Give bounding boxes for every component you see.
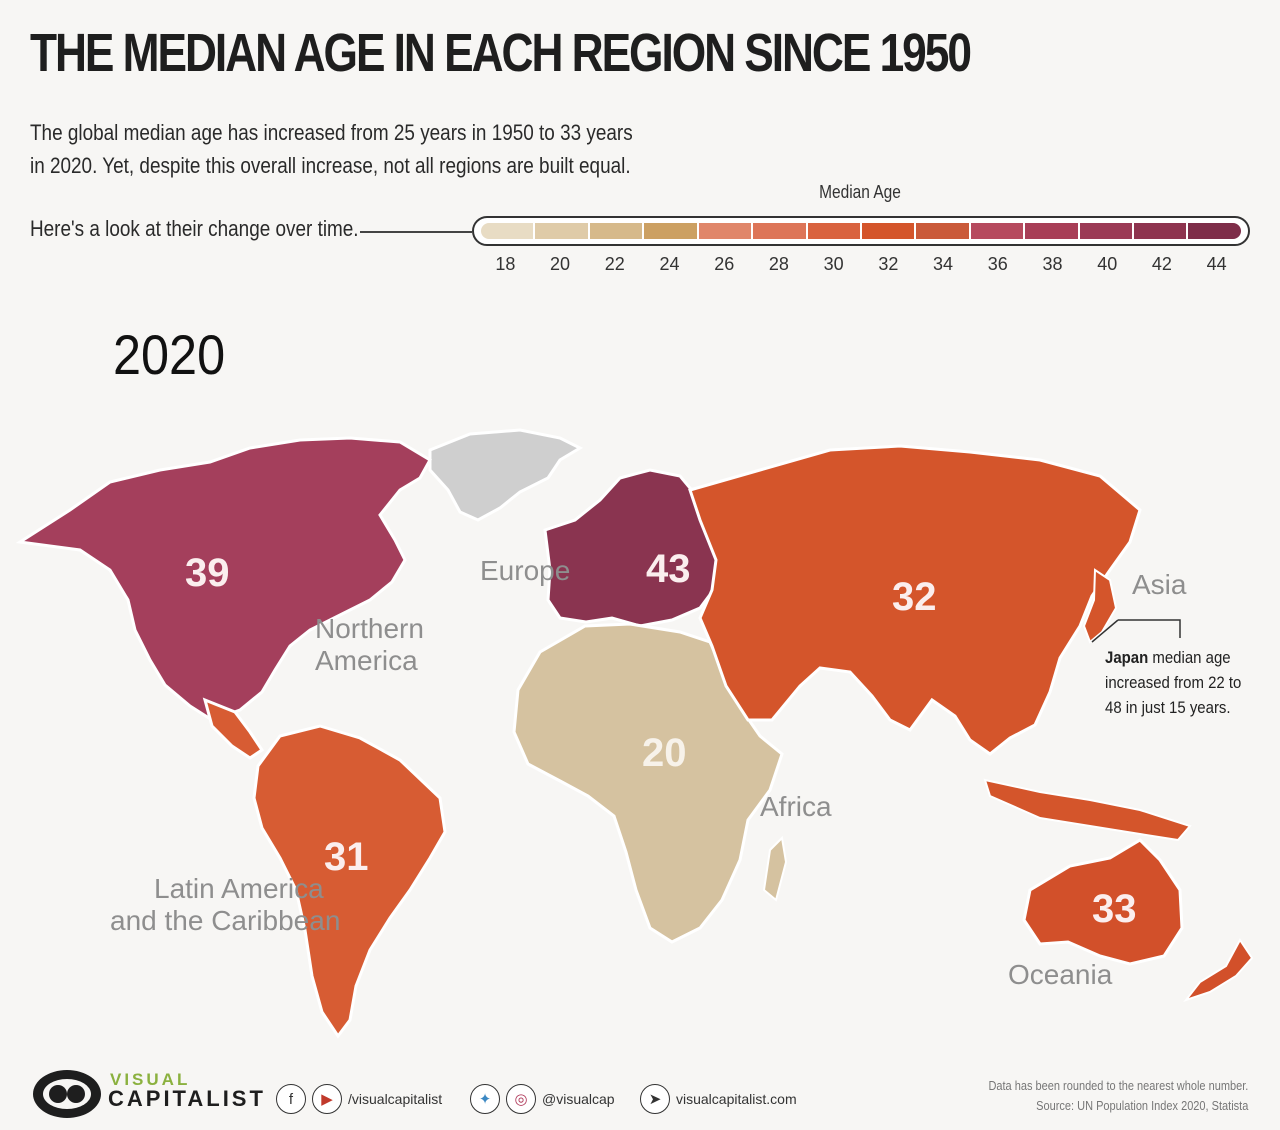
legend-tick-label: 40: [1097, 254, 1118, 274]
legend-swatches: [481, 223, 1241, 239]
twitter-icon[interactable]: ✦: [470, 1084, 500, 1114]
label-northern-america-line1: Northern: [315, 613, 424, 644]
japan-annotation-line1: median age: [1148, 648, 1231, 667]
legend-swatch: [535, 223, 588, 239]
label-africa: Africa: [760, 791, 832, 822]
legend-tick-label: 30: [823, 254, 844, 274]
japan-annotation-bold: Japan: [1105, 648, 1149, 667]
central-america-shape: [202, 697, 265, 760]
legend-color-bar: [472, 216, 1250, 246]
cursor-icon[interactable]: ➤: [640, 1084, 670, 1114]
madagascar-shape: [762, 835, 788, 902]
value-northern-america: 39: [185, 551, 230, 595]
japan-annotation-line3: 48 in just 15 years.: [1105, 698, 1231, 717]
asia-shape: [688, 444, 1142, 756]
legend-tick-label: 18: [495, 254, 516, 274]
legend-tick-label: 36: [987, 254, 1008, 274]
label-latin-america-line1: Latin America: [154, 873, 324, 904]
legend-tick-label: 44: [1206, 254, 1227, 274]
subtitle-line-1: The global median age has increased from…: [30, 120, 633, 145]
legend-tick-label: 42: [1151, 254, 1172, 274]
japan-annotation-line2: increased from 22 to: [1105, 673, 1242, 692]
legend-swatch: [1134, 223, 1187, 239]
visual-capitalist-logo-icon: [33, 1070, 101, 1118]
legend-tick-label: 22: [604, 254, 625, 274]
world-map: 39 43 32 20 31 33 Northern America Europ…: [15, 428, 1254, 1039]
legend-tick-label: 32: [878, 254, 899, 274]
brand-name-bottom: CAPITALIST: [108, 1086, 266, 1111]
value-europe: 43: [646, 547, 691, 591]
south-america-shape: [252, 724, 447, 1039]
social-link-2[interactable]: @visualcap: [542, 1091, 615, 1107]
greenland-shape: [428, 428, 584, 522]
legend-swatch: [1188, 223, 1241, 239]
legend-swatch: [916, 223, 969, 239]
brand-name-top: VISUAL: [110, 1070, 191, 1089]
website-group: ➤ visualcapitalist.com: [640, 1084, 797, 1114]
legend-swatch: [589, 223, 643, 239]
legend-swatch: [753, 223, 806, 239]
facebook-icon[interactable]: f: [276, 1084, 306, 1114]
label-asia: Asia: [1132, 569, 1187, 600]
australia-shape: [1022, 838, 1184, 966]
legend-swatch: [1079, 223, 1133, 239]
lead-text: Here's a look at their change over time.: [30, 216, 359, 241]
new-zealand-shape: [1183, 938, 1254, 1002]
legend-swatch: [1025, 223, 1078, 239]
legend-tick-label: 28: [768, 254, 789, 274]
label-latin-america-line2: and the Caribbean: [110, 905, 340, 936]
youtube-icon[interactable]: ▶: [312, 1084, 342, 1114]
label-northern-america-line2: America: [315, 645, 418, 676]
legend-tick-label: 34: [933, 254, 954, 274]
northern-america-shape: [15, 436, 433, 722]
subtitle: The global median age has increased from…: [30, 116, 649, 182]
legend-tick-label: 26: [714, 254, 735, 274]
source-note-line1: Data has been rounded to the nearest who…: [988, 1079, 1248, 1093]
instagram-icon[interactable]: ◎: [506, 1084, 536, 1114]
legend-swatch: [970, 223, 1024, 239]
value-oceania: 33: [1092, 887, 1137, 931]
footer: VISUAL CAPITALIST f ▶ /visualcapitalist …: [0, 1060, 1280, 1130]
se-asia-islands-shape: [983, 778, 1192, 842]
legend-ticks: 18 20 22 24 26 28 30 32 34 36 38 40 42 44: [478, 254, 1244, 278]
source-note: Data has been rounded to the nearest who…: [988, 1076, 1248, 1116]
legend-tick-label: 20: [550, 254, 571, 274]
map-year: 2020: [113, 323, 226, 386]
label-europe: Europe: [480, 555, 570, 586]
value-asia: 32: [892, 575, 937, 619]
legend-swatch: [861, 223, 915, 239]
social-group-2: ✦ ◎ @visualcap: [470, 1084, 615, 1114]
japan-annotation: Japan median age increased from 22 to 48…: [1105, 645, 1246, 720]
lead-connector: [360, 231, 472, 233]
legend-title: Median Age: [819, 182, 901, 202]
japan-shape: [1082, 568, 1118, 644]
source-note-line2: Source: UN Population Index 2020, Statis…: [1035, 1099, 1248, 1113]
legend-tick-label: 24: [659, 254, 680, 274]
japan-annotation-leader: [1091, 619, 1181, 643]
value-africa: 20: [642, 731, 687, 775]
legend-swatch: [698, 223, 752, 239]
legend-tick-label: 38: [1042, 254, 1063, 274]
subtitle-line-2: in 2020. Yet, despite this overall incre…: [30, 153, 631, 178]
legend-swatch: [644, 223, 697, 239]
social-link-1[interactable]: /visualcapitalist: [348, 1091, 443, 1107]
social-group-1: f ▶ /visualcapitalist: [276, 1084, 442, 1114]
website-link[interactable]: visualcapitalist.com: [676, 1091, 797, 1107]
value-latin-america: 31: [324, 835, 369, 879]
page-title: THE MEDIAN AGE IN EACH REGION SINCE 1950: [30, 23, 972, 83]
legend-swatch: [807, 223, 860, 239]
label-oceania: Oceania: [1008, 959, 1113, 990]
legend-swatch: [481, 223, 534, 239]
